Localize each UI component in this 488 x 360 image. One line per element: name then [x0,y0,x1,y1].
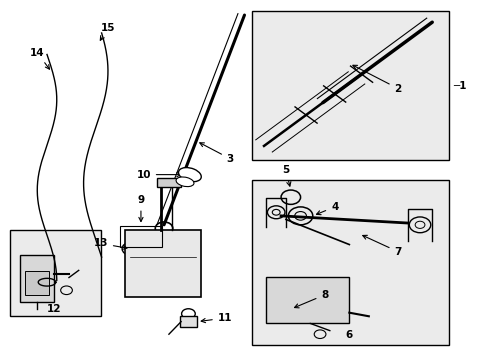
Bar [10,230,101,316]
Bar [20,255,54,302]
Bar [251,180,448,345]
Text: 9: 9 [137,195,144,221]
Text: 11: 11 [201,313,232,323]
Text: 6: 6 [345,330,352,339]
Bar [125,230,200,297]
Text: 13: 13 [93,238,127,249]
Text: 7: 7 [362,235,401,257]
Ellipse shape [178,167,201,182]
Bar [157,178,181,187]
Bar [120,226,162,247]
Text: 15: 15 [100,23,115,40]
Bar [25,271,49,295]
Text: 14: 14 [30,48,49,69]
Bar [179,316,197,327]
Text: 12: 12 [47,305,61,315]
Bar [266,277,348,323]
Text: 3: 3 [200,143,233,164]
Text: 10: 10 [136,170,181,180]
Bar [251,12,448,160]
Text: ─1: ─1 [452,81,466,91]
Text: 5: 5 [282,165,290,186]
Text: 2: 2 [352,65,401,94]
Text: 8: 8 [294,290,328,308]
Text: 4: 4 [316,202,338,215]
Ellipse shape [176,177,194,186]
